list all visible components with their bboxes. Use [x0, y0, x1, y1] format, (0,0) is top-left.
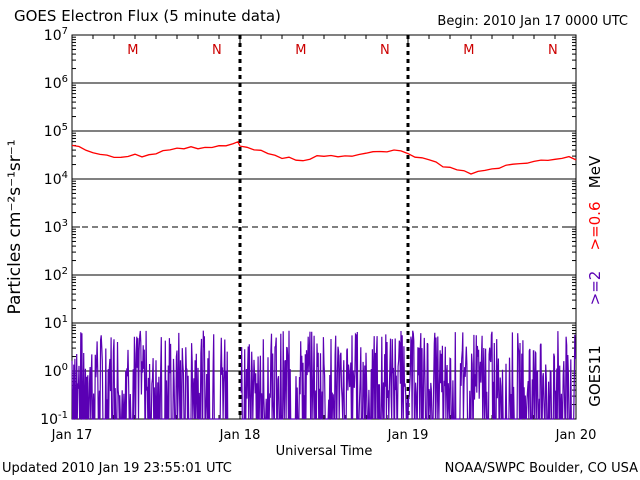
y-tick-label: 103 [44, 218, 68, 236]
day-marker: N [548, 43, 558, 58]
series-ge06-line [71, 140, 577, 175]
y-tick-label: 102 [44, 266, 68, 284]
satellite-label: GOES11 [586, 345, 604, 407]
chart-title: GOES Electron Flux (5 minute data) [14, 7, 281, 25]
legend-ge06: >=0.6 [586, 202, 604, 251]
x-tick-label: Jan 18 [219, 428, 261, 443]
day-marker: N [212, 43, 222, 58]
day-marker: M [127, 43, 138, 58]
updated-time: Updated 2010 Jan 19 23:55:01 UTC [2, 461, 232, 476]
y-tick-label: 105 [44, 122, 68, 140]
y-tick-label: 101 [44, 314, 68, 332]
x-tick-label: Jan 17 [51, 428, 93, 443]
day-marker: N [380, 43, 390, 58]
x-tick-label: Jan 20 [555, 428, 597, 443]
x-tick-label: Jan 19 [387, 428, 429, 443]
y-tick-label: 104 [44, 170, 68, 188]
day-marker: M [295, 43, 306, 58]
y-axis-label: Particles cm⁻²s⁻¹sr⁻¹ [5, 139, 25, 314]
y-tick-label: 100 [44, 362, 68, 380]
legend-ge2: >=2 [586, 271, 604, 306]
y-tick-label: 107 [44, 26, 68, 44]
y-tick-label: 10-1 [40, 410, 68, 428]
day-marker: M [463, 43, 474, 58]
x-axis-label: Universal Time [276, 444, 373, 459]
series-ge2-line [71, 330, 576, 420]
y-tick-label: 106 [44, 74, 68, 92]
credit-text: NOAA/SWPC Boulder, CO USA [444, 461, 638, 476]
unit-label: MeV [586, 155, 604, 188]
begin-time: Begin: 2010 Jan 17 0000 UTC [437, 14, 628, 29]
